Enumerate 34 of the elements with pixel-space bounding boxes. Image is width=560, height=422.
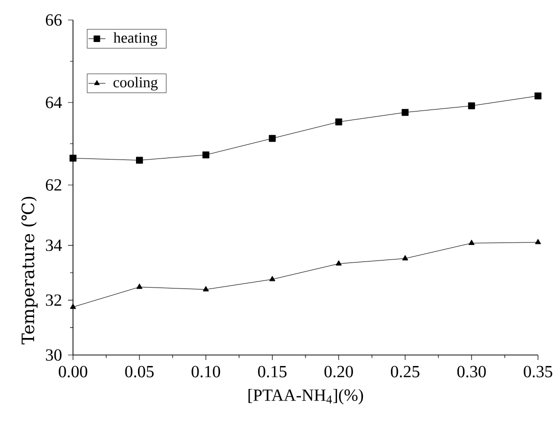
x-tick-label: 0.05 <box>125 366 154 378</box>
point <box>70 304 76 309</box>
y-tick-label: 32 <box>46 294 62 306</box>
x-axis-title: [PTAA-NH$_{4}$](%) <box>248 388 364 404</box>
point <box>402 255 408 260</box>
point <box>268 134 276 142</box>
point <box>468 240 475 245</box>
y-tick-label: 66 <box>46 14 62 26</box>
x-tick-label: 0.30 <box>457 366 486 378</box>
y-tick-label: 34 <box>46 240 62 252</box>
x-tick-label: 0.25 <box>390 366 420 378</box>
y-tick-label: 62 <box>46 179 62 191</box>
point <box>136 284 142 289</box>
point <box>335 118 342 126</box>
x-tick-label: 0.35 <box>524 366 552 378</box>
legend-label: cooling <box>114 76 158 90</box>
y-tick-label: 64 <box>46 96 62 108</box>
point <box>202 286 209 292</box>
y-tick-label: 30 <box>46 349 62 361</box>
point <box>534 238 542 244</box>
point <box>402 108 409 116</box>
point <box>136 156 143 164</box>
point <box>336 260 342 266</box>
point <box>70 154 76 162</box>
y-axis-title: Temperature (℃) <box>21 196 38 344</box>
legend-label: heating <box>113 32 158 46</box>
point <box>468 102 476 110</box>
x-tick-label: 0.10 <box>192 366 220 378</box>
x-tick-label: 0.20 <box>324 366 353 378</box>
x-tick-label: 0.15 <box>258 366 287 378</box>
point <box>202 151 210 158</box>
point <box>269 276 276 282</box>
point <box>534 92 542 100</box>
x-tick-label: 0.00 <box>58 366 88 378</box>
